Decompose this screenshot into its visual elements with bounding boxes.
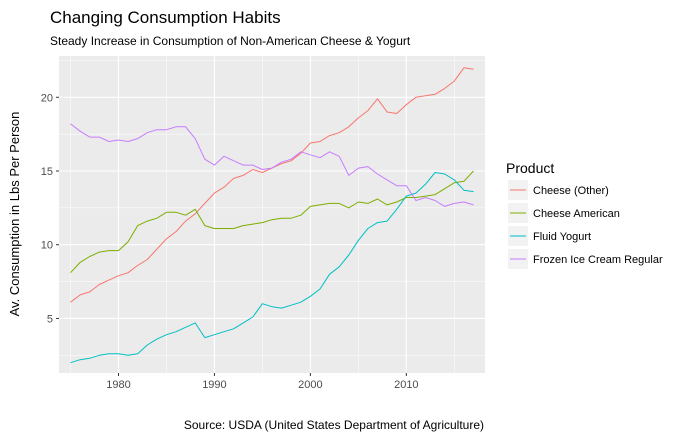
grid-major xyxy=(59,56,485,373)
legend-title: Product xyxy=(506,160,554,176)
chart-caption: Source: USDA (United States Department o… xyxy=(184,418,484,432)
x-tick-label: 2000 xyxy=(298,379,322,391)
chart-subtitle: Steady Increase in Consumption of Non-Am… xyxy=(50,34,411,48)
y-tick-label: 15 xyxy=(41,166,53,178)
series-line xyxy=(70,172,474,364)
series-layer xyxy=(70,67,474,364)
legend: Product Cheese (Other) Cheese American Flu… xyxy=(506,160,663,269)
plot-panel xyxy=(59,56,485,373)
legend-label: Frozen Ice Cream Regular xyxy=(533,254,663,266)
y-tick-label: 5 xyxy=(47,313,53,325)
legend-label: Fluid Yogurt xyxy=(533,231,591,243)
series-line xyxy=(70,170,474,274)
series-line xyxy=(70,123,474,207)
y-tick-label: 10 xyxy=(41,240,53,252)
y-axis-title: Av. Consumption in Lbs Per Person xyxy=(7,112,22,317)
x-tick-label: 2010 xyxy=(394,379,418,391)
y-axis: 5 10 15 20 xyxy=(41,92,59,325)
x-tick-label: 1990 xyxy=(202,379,226,391)
y-tick-label: 20 xyxy=(41,92,53,104)
x-tick-label: 1980 xyxy=(106,379,130,391)
chart-title: Changing Consumption Habits xyxy=(50,8,281,27)
x-axis: 1980 1990 2000 2010 xyxy=(106,373,419,391)
legend-label: Cheese (Other) xyxy=(533,185,609,197)
legend-label: Cheese American xyxy=(533,208,620,220)
